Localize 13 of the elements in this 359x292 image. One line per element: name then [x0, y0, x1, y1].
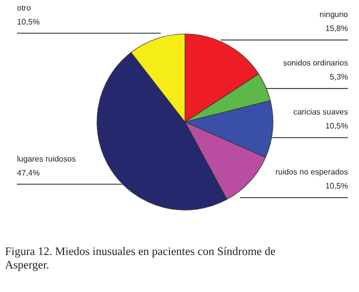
- data-label: 10,5%: [17, 17, 40, 26]
- text: Figura 12. Miedos inusuales en pacientes con Síndrome de Asperger.: [5, 246, 276, 272]
- slice-label: sonidos ordinarios: [283, 58, 348, 68]
- slice-label: caricias suaves: [293, 108, 348, 117]
- data-label: 10,5%: [325, 122, 348, 131]
- data-label: 5,3%: [330, 72, 348, 82]
- data-label: 47,4%: [17, 168, 40, 178]
- data-label: 15,8%: [325, 24, 348, 34]
- slice-label: lugares ruidosos: [17, 154, 76, 164]
- slice-label: ruidos no esperados: [276, 168, 348, 177]
- slice-label: otro: [17, 3, 32, 12]
- slice-label: ninguno: [320, 10, 349, 20]
- data-label: 10,5%: [325, 182, 348, 191]
